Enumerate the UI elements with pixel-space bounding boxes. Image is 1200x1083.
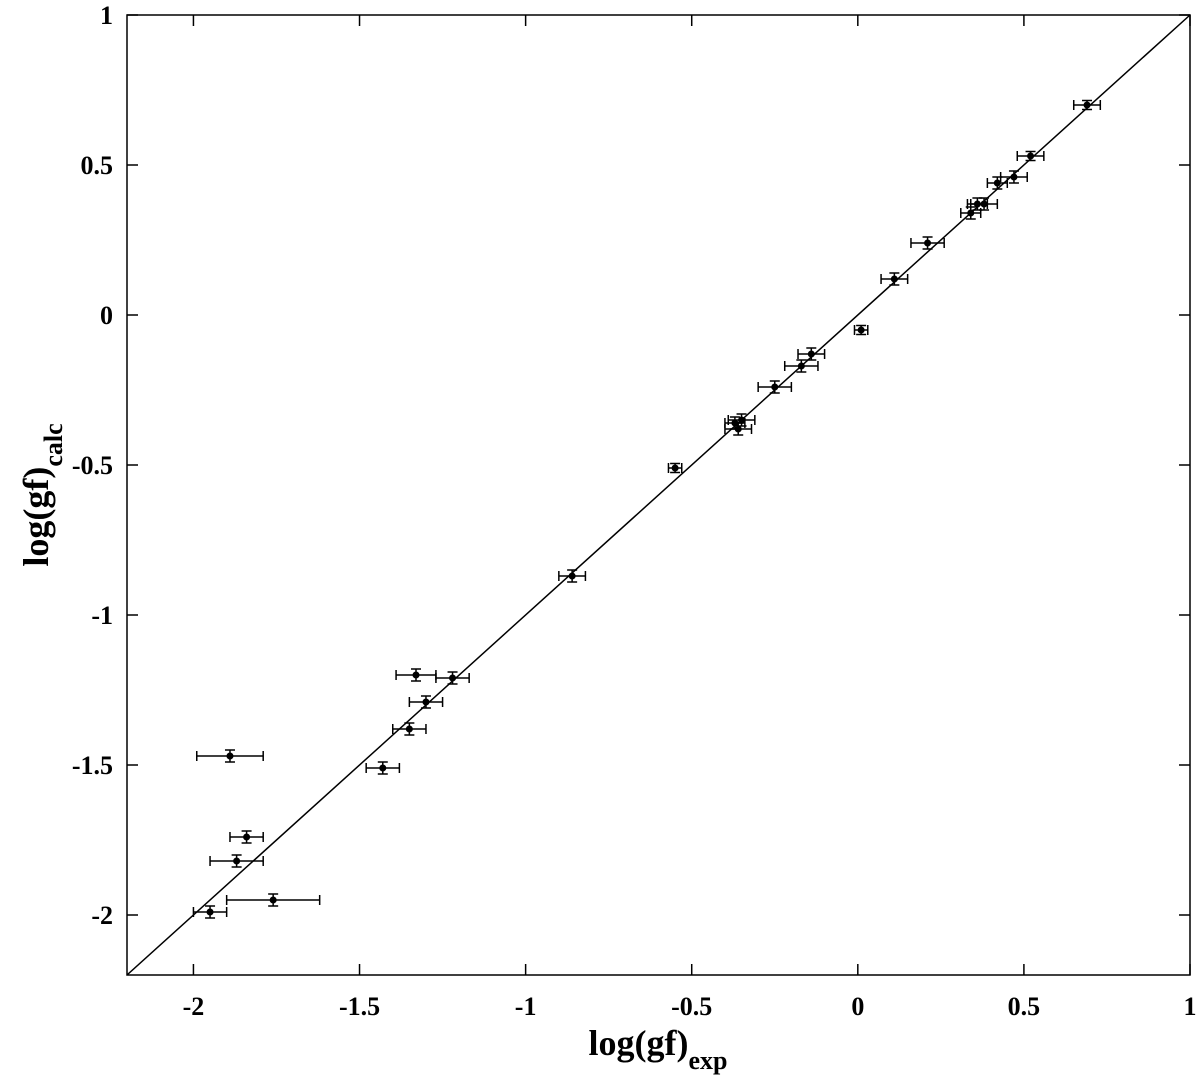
- x-tick-label: -0.5: [671, 992, 712, 1021]
- data-point: [226, 752, 234, 760]
- data-point: [449, 674, 457, 682]
- data-point: [243, 833, 251, 841]
- x-tick-label: -2: [183, 992, 205, 1021]
- x-axis-label-sub: exp: [688, 1046, 727, 1075]
- data-point: [807, 350, 815, 358]
- data-point: [738, 416, 746, 424]
- data-point: [967, 209, 975, 217]
- data-point: [405, 725, 413, 733]
- data-point: [731, 419, 739, 427]
- data-point: [671, 464, 679, 472]
- data-point: [422, 698, 430, 706]
- x-tick-label: -1: [515, 992, 537, 1021]
- data-point: [973, 200, 981, 208]
- x-tick-label: 0.5: [1008, 992, 1041, 1021]
- y-tick-label: -1.5: [72, 751, 113, 780]
- x-tick-label: 1: [1184, 992, 1197, 1021]
- data-point: [412, 671, 420, 679]
- data-point-group: [392, 722, 427, 736]
- x-tick-label: -1.5: [339, 992, 380, 1021]
- data-point: [568, 572, 576, 580]
- data-point: [890, 275, 898, 283]
- data-point: [924, 239, 932, 247]
- data-point: [233, 857, 241, 865]
- data-point: [857, 326, 865, 334]
- y-axis-label-sub: calc: [39, 423, 68, 466]
- y-tick-label: 0: [100, 301, 113, 330]
- data-point-group: [797, 347, 826, 361]
- x-axis-label: log(gf)exp: [589, 1023, 728, 1075]
- y-axis-label: log(gf)calc: [16, 423, 68, 566]
- x-axis-label-main: log(gf): [589, 1023, 689, 1063]
- data-point: [993, 179, 1001, 187]
- y-axis-label-main: log(gf): [16, 467, 56, 567]
- data-point: [379, 764, 387, 772]
- data-point: [1027, 152, 1035, 160]
- data-point: [269, 896, 277, 904]
- data-point: [1010, 173, 1018, 181]
- data-point: [771, 383, 779, 391]
- plot-frame: [126, 14, 1191, 976]
- x-tick-label: 0: [851, 992, 864, 1021]
- y-tick-label: -2: [91, 901, 113, 930]
- data-point: [797, 362, 805, 370]
- y-tick-label: 1: [100, 1, 113, 30]
- y-tick-label: 0.5: [81, 151, 114, 180]
- data-point-group: [229, 830, 264, 844]
- y-tick-label: -1: [91, 601, 113, 630]
- data-point-group: [724, 416, 746, 430]
- y-tick-label: -0.5: [72, 451, 113, 480]
- data-point: [1083, 101, 1091, 109]
- data-point: [206, 908, 214, 916]
